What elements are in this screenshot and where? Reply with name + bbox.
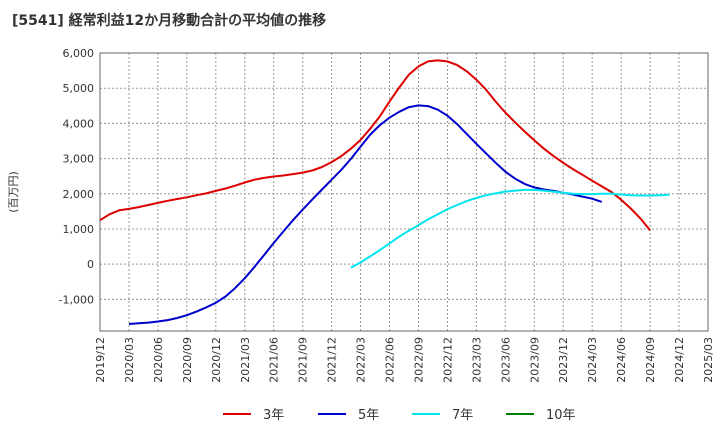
series-line-3	[350, 188, 670, 269]
legend: 3年 5年 7年 10年	[223, 408, 576, 423]
legend-label: 5年	[358, 408, 379, 423]
x-tick-label: 2020/03	[123, 337, 136, 383]
x-tick-label: 2020/12	[210, 337, 223, 383]
x-tick-label: 2022/03	[355, 337, 368, 383]
x-tick-label: 2021/12	[326, 337, 339, 383]
y-tick-label: 3,000	[63, 153, 95, 166]
x-tick-label: 2022/06	[384, 337, 397, 383]
y-tick-label: 2,000	[63, 188, 95, 201]
x-tick-label: 2024/03	[586, 337, 599, 383]
x-tick-label: 2023/12	[557, 337, 570, 383]
x-tick-label: 2022/12	[441, 337, 454, 383]
y-axis-label: (百万円)	[7, 171, 20, 213]
legend-label: 10年	[546, 408, 576, 423]
x-tick-label: 2020/06	[152, 337, 165, 383]
series-lines	[99, 59, 670, 325]
x-tick-label: 2023/06	[499, 337, 512, 383]
grid	[99, 52, 709, 331]
y-tick-label: 0	[87, 258, 94, 271]
x-tick-label: 2022/09	[412, 337, 425, 383]
x-axis-ticks: 2019/12 2020/03 2020/06 2020/09 2020/12 2021/…	[94, 337, 715, 383]
x-tick-label: 2019/12	[94, 337, 107, 383]
x-tick-label: 2024/06	[615, 337, 628, 383]
x-tick-label: 2023/09	[528, 337, 541, 383]
legend-label: 7年	[452, 408, 473, 423]
y-tick-label: 5,000	[63, 82, 95, 95]
chart-title: [5541] 経常利益12か月移動合計の平均値の推移	[12, 13, 327, 29]
y-tick-label: 6,000	[63, 47, 95, 60]
series-line-2	[128, 104, 603, 325]
y-axis-ticks: -1,000 0 1,000 2,000 3,000 4,000 5,000 6,000	[59, 47, 94, 306]
x-tick-label: 2021/09	[297, 337, 310, 383]
x-tick-label: 2024/12	[673, 337, 686, 383]
legend-label: 3年	[263, 408, 284, 423]
x-tick-label: 2023/03	[470, 337, 483, 383]
series-line-1	[99, 59, 651, 232]
y-tick-label: 1,000	[63, 223, 95, 236]
y-tick-label: -1,000	[59, 293, 94, 306]
x-tick-label: 2025/03	[702, 337, 715, 383]
x-tick-label: 2020/09	[181, 337, 194, 383]
y-tick-label: 4,000	[63, 117, 95, 130]
plot-area-frame	[99, 52, 709, 332]
x-tick-label: 2024/09	[644, 337, 657, 383]
x-tick-label: 2021/03	[239, 337, 252, 383]
x-tick-label: 2021/06	[268, 337, 281, 383]
